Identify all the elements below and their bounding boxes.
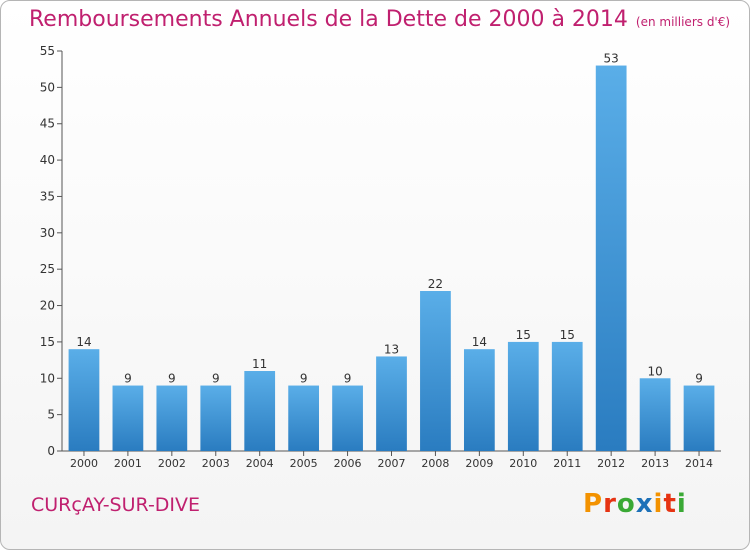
y-tick-label: 25 <box>40 262 55 276</box>
x-tick-label: 2010 <box>509 457 537 470</box>
y-tick-label: 50 <box>40 80 55 94</box>
logo-letter: i <box>676 489 687 519</box>
x-tick-label: 2004 <box>246 457 274 470</box>
chart-bars: 14 9 9 9 11 9 9 13 22 14 15 15 53 10 9 <box>68 52 715 451</box>
x-tick-label: 2007 <box>378 457 406 470</box>
logo-letter: r <box>603 489 617 519</box>
bar <box>595 65 627 451</box>
chart-title-text: Remboursements Annuels de la Dette de 20… <box>29 7 628 32</box>
y-tick-label: 30 <box>40 226 55 240</box>
y-tick-label: 55 <box>40 44 55 58</box>
bar-value-label: 13 <box>384 342 399 356</box>
y-tick-label: 40 <box>40 153 55 167</box>
bar-value-label: 9 <box>212 372 220 386</box>
y-tick-label: 20 <box>40 299 55 313</box>
bar-value-label: 53 <box>604 52 619 66</box>
bar <box>332 385 363 451</box>
x-tick-label: 2013 <box>641 457 669 470</box>
logo-letter: x <box>635 489 654 519</box>
logo-letter: P <box>583 489 604 519</box>
x-tick-label: 2000 <box>70 457 98 470</box>
bar-value-label: 9 <box>124 372 132 386</box>
bar <box>244 371 276 451</box>
y-tick-label: 15 <box>40 335 55 349</box>
y-tick-label: 5 <box>47 408 55 422</box>
bar <box>288 385 320 451</box>
bar-value-label: 15 <box>560 328 575 342</box>
logo-letter: t <box>663 489 677 519</box>
chart-axes: 0 5 10 15 20 25 30 35 40 45 50 55 2000 2001 2002 2003 20… <box>40 44 721 470</box>
x-tick-label: 2006 <box>334 457 362 470</box>
bar-value-label: 9 <box>300 372 308 386</box>
town-name: CURçAY-SUR-DIVE <box>31 494 201 516</box>
bar-value-label: 14 <box>76 335 91 349</box>
bar-value-label: 15 <box>516 328 531 342</box>
bar <box>376 356 407 451</box>
chart-unit-label: (en milliers d'€) <box>635 15 731 29</box>
bar <box>156 385 188 451</box>
logo-letter: i <box>653 489 664 519</box>
bar-value-label: 11 <box>252 357 267 371</box>
x-tick-label: 2009 <box>465 457 493 470</box>
x-tick-label: 2008 <box>421 457 449 470</box>
chart-title: Remboursements Annuels de la Dette de 20… <box>29 7 730 32</box>
y-tick-label: 35 <box>40 189 55 203</box>
bar <box>639 378 671 451</box>
y-tick-label: 45 <box>40 117 55 131</box>
bar <box>112 385 144 451</box>
bar-value-label: 9 <box>344 372 352 386</box>
x-tick-label: 2005 <box>290 457 318 470</box>
bar <box>68 349 100 451</box>
bar-value-label: 22 <box>428 277 443 291</box>
y-tick-label: 0 <box>47 444 55 458</box>
bar <box>507 341 539 451</box>
x-tick-label: 2003 <box>202 457 230 470</box>
bar <box>551 341 583 451</box>
x-tick-label: 2002 <box>158 457 186 470</box>
bar <box>420 291 451 451</box>
y-tick-label: 10 <box>40 371 55 385</box>
x-tick-label: 2014 <box>685 457 713 470</box>
x-tick-label: 2012 <box>597 457 625 470</box>
bar-value-label: 9 <box>168 372 176 386</box>
bar-value-label: 14 <box>472 335 487 349</box>
bar <box>200 385 232 451</box>
x-tick-label: 2011 <box>553 457 581 470</box>
bar-value-label: 10 <box>647 364 662 378</box>
bar <box>463 349 495 451</box>
bar-value-label: 9 <box>695 372 703 386</box>
x-tick-label: 2001 <box>114 457 142 470</box>
logo-letter: o <box>616 489 636 519</box>
bar <box>683 385 715 451</box>
proxiti-logo: Proxiti <box>583 489 687 519</box>
